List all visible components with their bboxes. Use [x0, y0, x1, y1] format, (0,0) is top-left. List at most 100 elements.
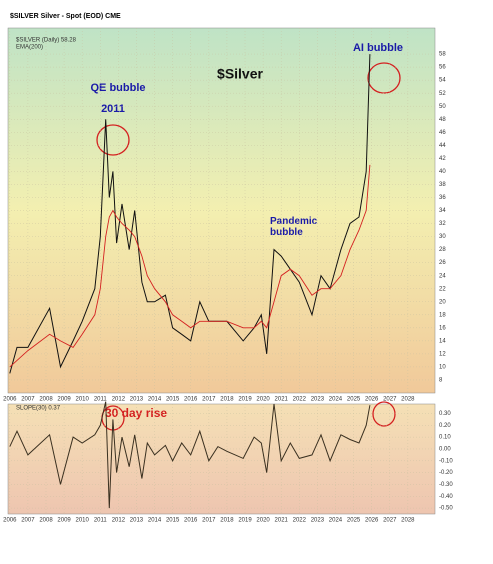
x-tick-label: 2013: [130, 518, 144, 524]
annotation-box: Pandemic bubble: [270, 216, 318, 238]
series-line: [9, 164, 371, 368]
y-tick-label: 54: [439, 78, 446, 84]
x-tick-label: 2018: [220, 397, 234, 403]
y-tick-label: 0.00: [439, 447, 451, 453]
annotation: QE bubble: [91, 82, 146, 94]
x-tick-label: 2021: [275, 397, 289, 403]
x-tick-label: 2020: [256, 518, 270, 524]
x-tick-label: 2023: [311, 397, 325, 403]
y-tick-label: 22: [439, 286, 446, 292]
y-tick-label: 34: [439, 208, 446, 214]
y-tick-label: 12: [439, 351, 446, 357]
y-tick-label: -0.40: [439, 494, 453, 500]
annotation: 2011: [101, 103, 125, 115]
y-tick-label: 0.30: [439, 411, 451, 417]
x-tick-label: 2017: [202, 397, 216, 403]
y-tick-label: 20: [439, 299, 446, 305]
x-tick-label: 2006: [3, 518, 17, 524]
x-tick-label: 2008: [39, 518, 53, 524]
legend-entry: EMA(200): [16, 45, 43, 51]
x-tick-label: 2020: [256, 397, 270, 403]
x-tick-label: 2019: [238, 518, 252, 524]
x-tick-label: 2019: [238, 397, 252, 403]
y-tick-label: -0.20: [439, 470, 453, 476]
y-tick-label: -0.50: [439, 506, 453, 512]
y-tick-label: 18: [439, 312, 446, 318]
x-tick-label: 2012: [112, 397, 126, 403]
y-tick-label: 14: [439, 338, 446, 344]
y-tick-label: 58: [439, 52, 446, 58]
x-tick-label: 2017: [202, 518, 216, 524]
x-tick-label: 2016: [184, 518, 198, 524]
y-tick-label: 30: [439, 234, 446, 240]
highlight-circle: [372, 401, 396, 427]
series-line: [9, 401, 371, 509]
x-tick-label: 2012: [112, 518, 126, 524]
series-line: [9, 54, 371, 374]
y-tick-label: 8: [439, 378, 443, 384]
x-tick-label: 2006: [3, 397, 17, 403]
x-tick-label: 2009: [57, 518, 71, 524]
x-tick-label: 2007: [21, 518, 35, 524]
highlight-circle: [96, 124, 130, 156]
y-tick-label: 24: [439, 273, 446, 279]
y-tick-label: 52: [439, 91, 446, 97]
x-tick-label: 2009: [57, 397, 71, 403]
y-tick-label: 46: [439, 130, 446, 136]
x-tick-label: 2018: [220, 518, 234, 524]
x-tick-label: 2028: [401, 397, 415, 403]
y-tick-label: 38: [439, 182, 446, 188]
x-tick-label: 2011: [94, 518, 108, 524]
x-tick-label: 2026: [365, 518, 379, 524]
y-tick-label: 40: [439, 169, 446, 175]
y-tick-label: 50: [439, 104, 446, 110]
y-tick-label: 36: [439, 195, 446, 201]
x-tick-label: 2014: [148, 397, 162, 403]
x-tick-label: 2028: [401, 518, 415, 524]
legend-entry: SLOPE(30) 0.37: [16, 406, 61, 412]
x-tick-label: 2008: [39, 397, 53, 403]
x-tick-label: 2010: [76, 518, 90, 524]
y-tick-label: 42: [439, 156, 446, 162]
x-tick-label: 2015: [166, 518, 180, 524]
x-tick-label: 2010: [76, 397, 90, 403]
x-tick-label: 2011: [94, 397, 108, 403]
legend-entry: $SILVER (Daily) 58.28: [16, 38, 77, 44]
x-tick-label: 2015: [166, 397, 180, 403]
y-tick-label: 32: [439, 221, 446, 227]
slope-title: 30 day rise: [105, 406, 167, 420]
x-tick-label: 2013: [130, 397, 144, 403]
chart-title: $Silver: [217, 66, 263, 82]
y-tick-label: 28: [439, 247, 446, 253]
y-tick-label: 10: [439, 365, 446, 371]
x-tick-label: 2026: [365, 397, 379, 403]
x-tick-label: 2022: [293, 397, 307, 403]
y-tick-label: -0.10: [439, 458, 453, 464]
annotation: AI bubble: [353, 42, 403, 54]
x-tick-label: 2007: [21, 397, 35, 403]
x-tick-label: 2021: [275, 518, 289, 524]
x-tick-label: 2027: [383, 397, 397, 403]
y-tick-label: 26: [439, 260, 446, 266]
x-tick-label: 2024: [329, 518, 343, 524]
y-tick-label: 16: [439, 325, 446, 331]
x-tick-label: 2025: [347, 518, 361, 524]
slope-panel: [7, 403, 436, 515]
x-tick-label: 2025: [347, 397, 361, 403]
x-tick-label: 2023: [311, 518, 325, 524]
annotation: Pandemic bubble: [270, 216, 318, 238]
y-tick-label: -0.30: [439, 482, 453, 488]
subtitle: $SILVER Silver - Spot (EOD) CME: [10, 13, 121, 20]
y-tick-label: 44: [439, 143, 446, 149]
x-tick-label: 2016: [184, 397, 198, 403]
x-tick-label: 2022: [293, 518, 307, 524]
y-tick-label: 56: [439, 65, 446, 71]
x-tick-label: 2014: [148, 518, 162, 524]
x-tick-label: 2024: [329, 397, 343, 403]
y-tick-label: 0.10: [439, 435, 451, 441]
highlight-circle: [367, 62, 401, 94]
y-tick-label: 48: [439, 117, 446, 123]
x-tick-label: 2027: [383, 518, 397, 524]
y-tick-label: 0.20: [439, 423, 451, 429]
